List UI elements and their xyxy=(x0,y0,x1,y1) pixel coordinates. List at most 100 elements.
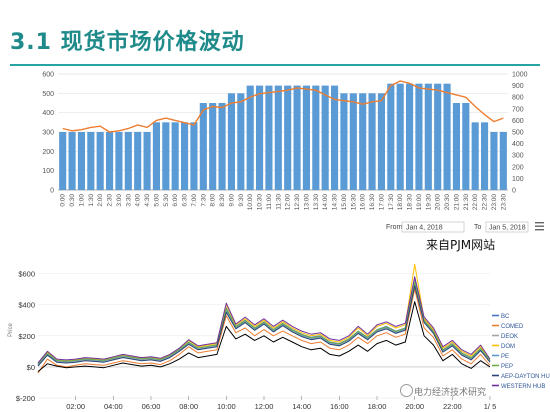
price-series-line xyxy=(37,281,491,365)
x-tick-label: 7:00 xyxy=(191,194,198,207)
x-tick-label: 20:00 xyxy=(405,402,424,411)
bar xyxy=(406,83,414,190)
bar xyxy=(359,93,367,190)
bar xyxy=(396,83,404,190)
x-tick-label: 13:30 xyxy=(313,194,320,211)
x-tick-label: 20:30 xyxy=(444,194,451,211)
x-tick-label: 19:00 xyxy=(416,194,423,211)
y-tick-label: 300 xyxy=(42,130,54,137)
y-tick-label: 500 xyxy=(42,91,54,98)
bar xyxy=(77,132,85,190)
to-label: To xyxy=(474,224,482,231)
legend-entry: WESTERN HUB xyxy=(501,384,545,390)
x-tick-label: 08:00 xyxy=(179,402,198,411)
y-tick-label: 200 xyxy=(42,149,54,156)
x-tick-label: 14:00 xyxy=(292,402,311,411)
bar xyxy=(209,103,217,190)
bar xyxy=(452,103,460,190)
bar xyxy=(481,122,489,190)
x-tick-label: 0:00 xyxy=(60,194,67,207)
legend-entry: PE xyxy=(501,354,509,360)
y-tick-label: 0 xyxy=(50,188,54,195)
bar xyxy=(162,122,170,190)
legend-entry: DEOK xyxy=(501,334,518,340)
x-tick-label: 5:30 xyxy=(163,194,170,207)
x-tick-label: 10:30 xyxy=(257,194,264,211)
bar xyxy=(265,85,273,190)
x-tick-label: 15:00 xyxy=(341,194,348,211)
x-tick-label: 17:30 xyxy=(388,194,395,211)
title-divider xyxy=(10,64,540,66)
y2-tick-label: 100 xyxy=(512,176,524,183)
x-tick-label: 7:30 xyxy=(200,194,207,207)
x-tick-label: 18:00 xyxy=(368,402,387,411)
x-tick-label: 12:00 xyxy=(255,402,274,411)
y2-tick-label: 700 xyxy=(512,106,524,113)
x-tick-label: 8:00 xyxy=(210,194,217,207)
price-series-line xyxy=(37,280,491,366)
x-tick-label: 10:00 xyxy=(217,402,236,411)
bar xyxy=(87,132,95,190)
y2-tick-label: 300 xyxy=(512,153,524,160)
y2-tick-label: 1000 xyxy=(512,72,528,79)
legend-entry: DOM xyxy=(501,344,515,350)
legend-entry: PEP xyxy=(501,364,513,370)
x-tick-label: 1/ 5 xyxy=(484,402,497,411)
y2-tick-label: 800 xyxy=(512,95,524,102)
bar xyxy=(199,103,207,190)
bar xyxy=(462,103,470,190)
bar xyxy=(443,83,451,190)
y2-tick-label: 200 xyxy=(512,164,524,171)
y-tick-label: 400 xyxy=(42,110,54,117)
price-series-line xyxy=(37,276,491,364)
bar xyxy=(237,93,245,190)
x-tick-label: 12:00 xyxy=(285,194,292,211)
y-tick-label: $0 xyxy=(27,363,35,372)
bar xyxy=(415,83,423,190)
x-tick-label: 02:00 xyxy=(66,402,85,411)
from-date-input[interactable] xyxy=(401,221,465,233)
x-tick-label: 16:00 xyxy=(360,194,367,211)
bar xyxy=(434,83,442,190)
y2-tick-label: 600 xyxy=(512,118,524,125)
price-line xyxy=(62,80,504,133)
pjm-price-load-bar-chart: 0 100 200 300 400 500 600 0 100 200 300 400 500 600 70… xyxy=(42,72,528,211)
x-tick-label: 0:30 xyxy=(69,194,76,207)
y-axis-title: Price xyxy=(8,323,14,337)
bar xyxy=(368,93,376,190)
x-tick-label: 5:00 xyxy=(153,194,160,207)
x-tick-label: 22:30 xyxy=(482,194,489,211)
x-tick-label: 22:00 xyxy=(472,194,479,211)
x-tick-label: 11:30 xyxy=(275,194,282,210)
bar xyxy=(190,122,198,190)
y-tick-label: $400 xyxy=(18,301,35,310)
x-tick-label: 2:30 xyxy=(107,194,114,207)
y-tick-label: $200 xyxy=(18,332,35,341)
y-tick-label: 100 xyxy=(42,168,54,175)
x-tick-label: 23:00 xyxy=(491,194,498,211)
hamburger-menu-icon[interactable] xyxy=(535,222,544,231)
watermark-logo-icon xyxy=(400,384,413,397)
x-tick-label: 3:30 xyxy=(125,194,132,207)
x-tick-label: 12:30 xyxy=(294,194,301,211)
price-series-line xyxy=(37,301,491,372)
bar xyxy=(59,132,67,190)
bar xyxy=(331,85,339,190)
x-tick-label: 14:30 xyxy=(332,194,339,211)
x-tick-label: 11:00 xyxy=(266,194,273,210)
bar xyxy=(106,132,114,190)
price-series-line xyxy=(37,285,491,367)
to-date-value: Jan 5, 2018 xyxy=(489,225,526,232)
bar xyxy=(143,132,151,190)
x-tick-label: 1:00 xyxy=(78,194,85,207)
x-tick-label: 22:00 xyxy=(443,402,462,411)
x-tick-label: 9:30 xyxy=(238,194,245,207)
x-tick-label: 3:00 xyxy=(116,194,123,207)
bar xyxy=(115,132,123,190)
bar xyxy=(377,93,385,190)
from-date-value: Jan 4, 2018 xyxy=(406,225,443,232)
x-tick-label: 4:00 xyxy=(135,194,142,207)
bar xyxy=(499,132,507,190)
to-date-input[interactable] xyxy=(485,221,529,233)
